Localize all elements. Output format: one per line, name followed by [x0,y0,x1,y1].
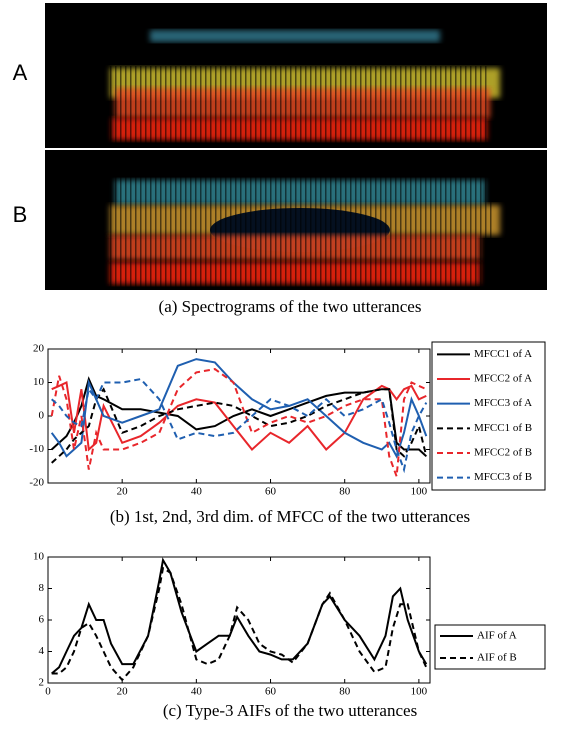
series-line [51,381,427,452]
series-line [50,368,427,477]
x-tick-label: 20 [117,686,129,698]
x-tick-label: 80 [339,686,351,698]
series-line [51,387,428,464]
x-tick-label: 40 [191,686,203,698]
legend-box [431,341,546,491]
x-tick-label: 0 [45,686,51,698]
y-tick-label: 8 [39,582,45,594]
y-tick-label: -20 [29,477,44,489]
legend-label: MFCC1 of A [474,348,532,360]
spectrogram-b [45,150,547,290]
x-tick-label: 60 [265,686,277,698]
legend-label: MFCC2 of A [474,373,532,385]
x-tick-label: 100 [411,686,428,698]
y-tick-label: 20 [33,343,45,355]
x-tick-label: 20 [117,486,129,498]
y-tick-label: 4 [39,645,45,657]
series-line [51,566,428,682]
series-line [50,358,428,459]
y-tick-label: -10 [29,443,44,455]
utterance-label: B [13,202,28,227]
legend-label: AIF of B [477,652,517,664]
x-tick-label: 100 [411,486,428,498]
y-tick-label: 0 [39,410,45,422]
caption: (c) Type-3 AIFs of the two utterances [163,701,417,720]
legend-box [434,624,546,670]
legend-label: AIF of A [477,630,517,642]
legend-label: MFCC1 of B [474,422,532,434]
x-tick-label: 80 [339,486,351,498]
y-tick-label: 2 [39,677,45,689]
caption: (b) 1st, 2nd, 3rd dim. of MFCC of the tw… [110,507,470,526]
series-line [51,378,428,474]
legend-label: MFCC2 of B [474,447,532,459]
y-tick-label: 10 [33,551,45,563]
series-line [51,557,428,675]
y-tick-label: 6 [39,614,45,626]
x-tick-label: 40 [191,486,203,498]
legend-label: MFCC3 of A [474,397,532,409]
utterance-label: A [13,60,28,85]
caption: (a) Spectrograms of the two utterances [159,297,422,316]
legend-label: MFCC3 of B [474,471,532,483]
y-tick-label: 10 [33,376,45,388]
spectrogram-a [45,3,547,148]
x-tick-label: 60 [265,486,277,498]
